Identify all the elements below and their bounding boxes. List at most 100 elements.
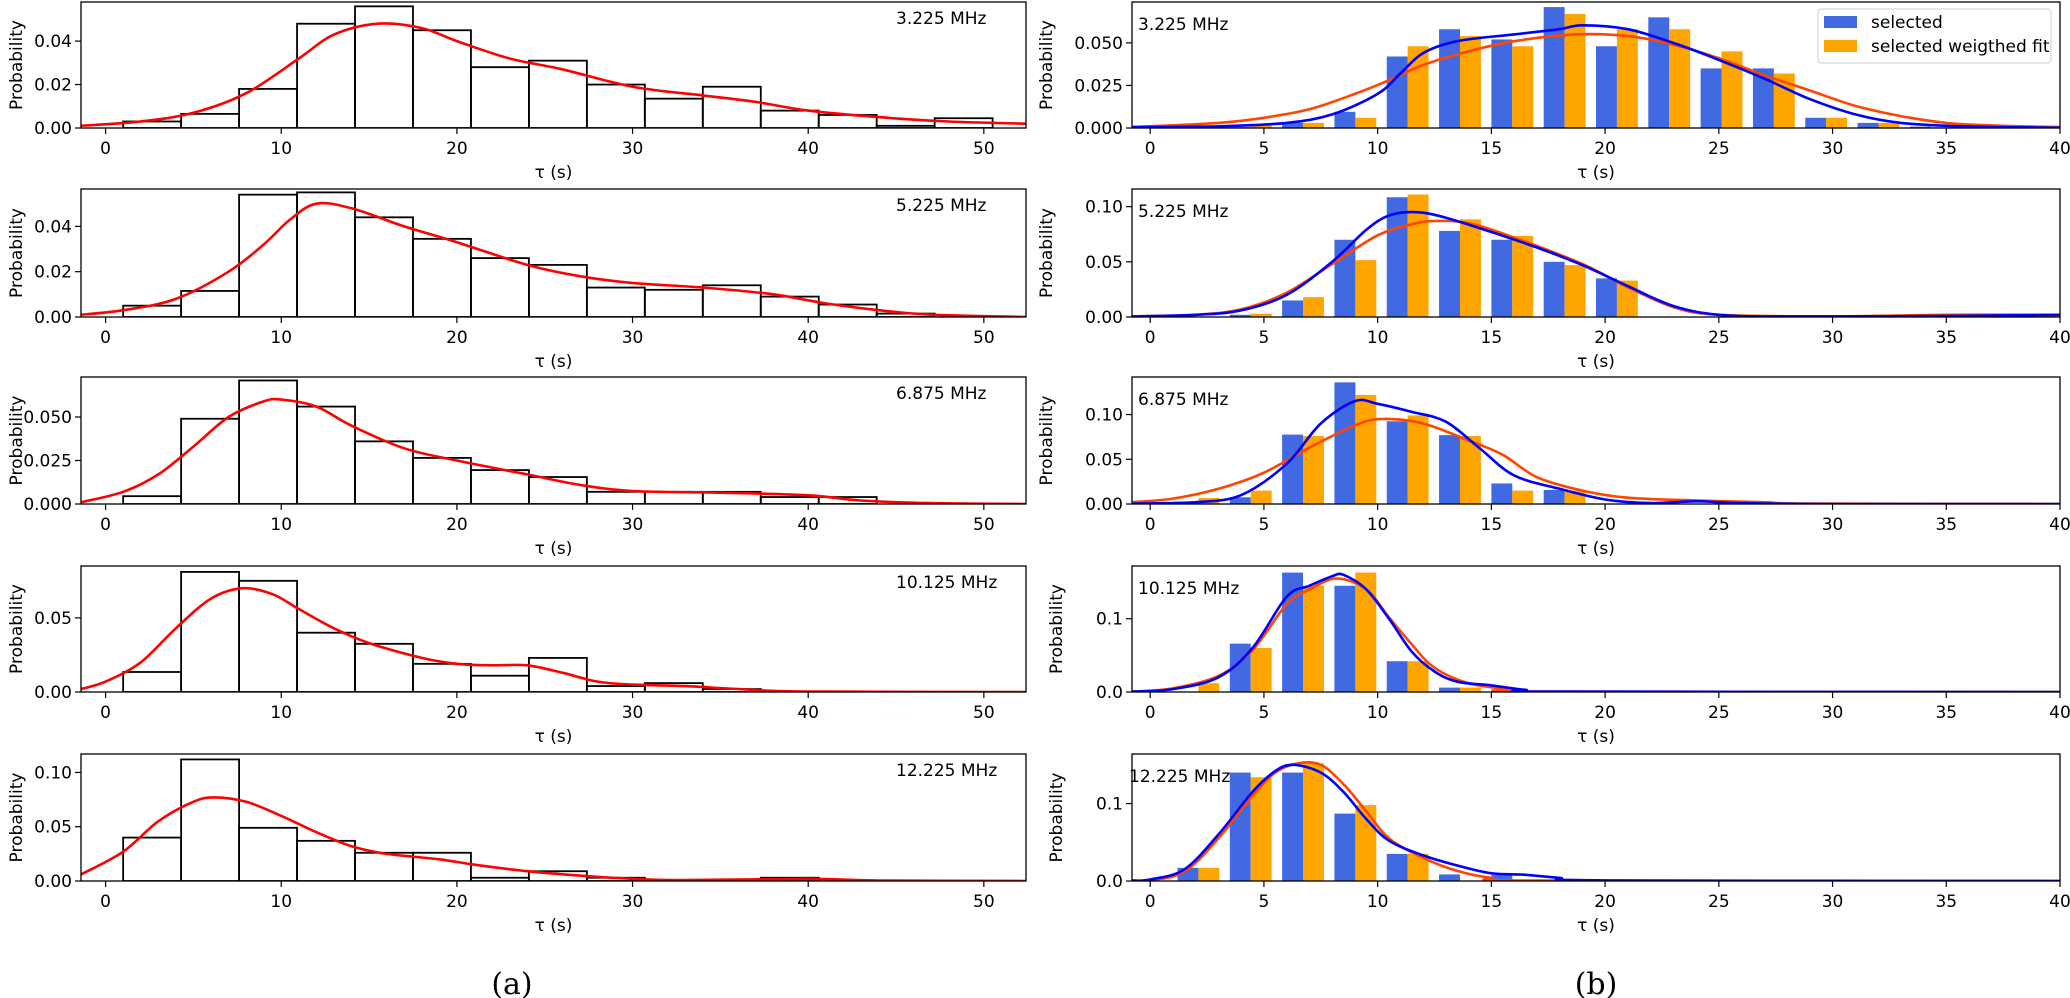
legend: selected selected weigthed fit [1817, 8, 2052, 64]
weighted-fit-bar [1826, 117, 1848, 128]
weighted-fit-bar [1250, 490, 1272, 504]
x-tick-label: 20 [446, 139, 468, 159]
selected-bar [1543, 261, 1565, 317]
plot-area [1132, 760, 2060, 881]
selected-bar [1334, 111, 1356, 128]
plot-area [81, 5, 1026, 128]
weighted-fit-bar [1459, 36, 1481, 128]
y-tick-label: 0.05 [34, 609, 72, 629]
histogram-bar [354, 440, 414, 504]
y-tick-label: 0.00 [34, 683, 72, 703]
weighted-fit-bar [1303, 122, 1324, 128]
selected-bar [1386, 421, 1408, 504]
weighted-fit-bar [1773, 73, 1795, 128]
x-tick-label: 20 [1594, 703, 1616, 723]
weighted-fit-bar [1512, 46, 1534, 128]
weighted-fit-bar [1512, 235, 1534, 317]
y-tick-label: 0.050 [23, 408, 72, 428]
y-axis-label: Probability [1047, 584, 1067, 674]
x-tick-label: 15 [1481, 892, 1503, 912]
y-axis-label: Probability [1037, 208, 1057, 298]
x-tick-label: 15 [1481, 139, 1503, 159]
selected-bar [1229, 772, 1251, 881]
frequency-label: 5.225 MHz [896, 196, 987, 216]
plot-area [1132, 572, 2060, 692]
histogram-bar [643, 97, 704, 128]
y-tick-label: 0.04 [34, 32, 72, 52]
x-tick-label: 30 [1822, 139, 1844, 159]
weighted-fit-bar [1459, 219, 1481, 317]
x-axis-label: τ (s) [1577, 916, 1615, 936]
selected-bar [1491, 875, 1513, 881]
x-tick-label: 40 [797, 328, 819, 348]
weighted-fit-bar [1303, 436, 1324, 504]
plot-area [81, 571, 1026, 692]
x-tick-label: 15 [1481, 703, 1503, 723]
plot-area [1132, 194, 2060, 317]
y-tick-label: 0.1 [1096, 610, 1123, 630]
y-tick-label: 0.000 [1074, 119, 1123, 139]
y-tick-label: 0.05 [1085, 450, 1123, 470]
x-tick-label: 0 [1145, 328, 1156, 348]
weighted-fit-bar [1355, 394, 1377, 504]
histogram-bar [585, 286, 646, 317]
x-tick-label: 30 [1822, 892, 1844, 912]
y-tick-label: 0.000 [23, 495, 72, 515]
x-tick-label: 50 [973, 892, 995, 912]
selected-bar [1229, 314, 1251, 317]
y-tick-label: 0.0 [1096, 872, 1123, 892]
weighted-fit-bar [1512, 490, 1534, 504]
y-tick-label: 0.04 [34, 217, 72, 237]
histogram-bar [585, 83, 646, 128]
x-tick-label: 40 [797, 515, 819, 535]
x-tick-label: 10 [1367, 515, 1389, 535]
selected-bar [1909, 126, 1931, 128]
histogram-bar [238, 826, 298, 881]
legend-label: selected [1871, 13, 1943, 33]
axes-frame [80, 753, 1027, 882]
selected-bar [1543, 489, 1565, 504]
x-tick-label: 25 [1708, 703, 1730, 723]
x-axis-label: τ (s) [535, 352, 573, 372]
caption-a: (a) [491, 967, 532, 998]
histogram-bar [528, 59, 588, 128]
weighted-fit-bar [1616, 29, 1638, 128]
x-tick-label: 0 [100, 139, 111, 159]
y-tick-label: 0.05 [1085, 253, 1123, 273]
axes-frame [80, 376, 1027, 505]
x-tick-label: 0 [100, 515, 111, 535]
plot-area [1132, 382, 2060, 504]
y-axis-label: Probability [7, 396, 27, 486]
fit-curve [81, 201, 1026, 317]
selected-bar [1334, 585, 1356, 692]
histogram-bar [412, 662, 472, 692]
caption-b: (b) [1575, 967, 1618, 998]
weighted-fit-bar [1407, 661, 1429, 692]
x-tick-label: 5 [1259, 703, 1270, 723]
x-tick-label: 10 [1367, 892, 1389, 912]
plot-area [81, 758, 1026, 881]
histogram-bar [238, 193, 298, 317]
x-tick-label: 10 [1367, 703, 1389, 723]
selected-bar [1334, 382, 1356, 504]
selected-bar [1805, 117, 1827, 128]
y-axis-label: Probability [7, 208, 27, 298]
fit-curve [81, 586, 1026, 692]
histogram-bar [296, 405, 356, 504]
x-tick-label: 40 [2049, 139, 2070, 159]
x-tick-label: 40 [2049, 515, 2070, 535]
x-tick-label: 30 [622, 515, 644, 535]
frequency-label: 12.225 MHz [896, 761, 997, 781]
histogram-bar [238, 87, 298, 128]
histogram-bar [470, 674, 530, 692]
x-tick-label: 10 [270, 892, 292, 912]
histogram-bar [412, 237, 472, 317]
legend-swatch-weighted-fit [1824, 40, 1857, 52]
fit-curve [81, 796, 1026, 881]
selected-bar [1439, 230, 1460, 317]
subplot-a-1: 0 10 20 30 40 50 0.00 0.02 0.04 Probability τ (s) 3… [7, 1, 1027, 183]
weighted-fit-bar [1250, 777, 1272, 881]
axes-frame [1131, 565, 2061, 693]
x-tick-label: 40 [2049, 892, 2070, 912]
